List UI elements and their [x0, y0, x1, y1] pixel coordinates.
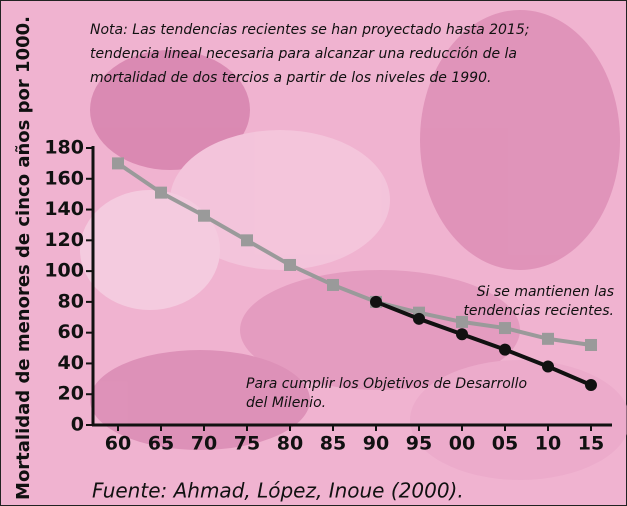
marker	[241, 234, 253, 247]
source: Fuente: Ahmad, López, Inoue (2000).	[92, 479, 464, 503]
series-label: Si se mantienen las	[477, 284, 614, 300]
x-tick-label: 00	[449, 433, 475, 455]
marker	[370, 295, 382, 308]
y-tick-label: 140	[44, 198, 84, 220]
x-tick-label: 85	[320, 433, 346, 455]
y-tick-label: 0	[71, 414, 84, 436]
x-tick-label: 95	[406, 433, 432, 455]
x-tick-label: 60	[105, 433, 131, 455]
note-line: mortalidad de dos tercios a partir de lo…	[90, 70, 491, 86]
x-tick-label: 90	[363, 433, 389, 455]
x-tick-label: 65	[148, 433, 174, 455]
x-tick-label: 10	[535, 433, 561, 455]
series-line	[116, 161, 592, 347]
y-tick-label: 20	[58, 383, 84, 405]
y-tick-label: 40	[58, 352, 84, 374]
x-tick-label: 75	[234, 433, 260, 455]
x-tick-label: 05	[492, 433, 518, 455]
marker	[456, 328, 468, 341]
y-tick-label: 160	[44, 167, 84, 189]
marker	[456, 315, 468, 328]
series-label: tendencias recientes.	[463, 303, 614, 319]
series-label: Para cumplir los Objetivos de Desarrollo	[246, 376, 527, 392]
x-tick-label: 15	[578, 433, 604, 455]
series-label: del Milenio.	[246, 395, 326, 411]
marker	[542, 332, 554, 345]
marker	[284, 258, 296, 271]
marker	[155, 186, 167, 199]
y-tick-label: 120	[44, 229, 84, 251]
marker	[542, 360, 554, 373]
y-axis-label: Mortalidad de menores de cinco años por …	[13, 16, 34, 500]
x-tick-label: 80	[277, 433, 303, 455]
marker	[499, 343, 511, 356]
y-tick-label: 60	[58, 321, 84, 343]
marker	[198, 209, 210, 222]
marker	[413, 312, 425, 325]
y-tick-label: 100	[44, 260, 84, 282]
photo-shapes	[80, 10, 627, 480]
marker	[499, 322, 511, 335]
y-tick-label: 80	[58, 290, 84, 312]
series-line	[375, 300, 592, 387]
note-line: tendencia lineal necesaria para alcanzar…	[90, 46, 517, 62]
marker	[585, 338, 597, 351]
marker	[327, 278, 339, 291]
y-tick-label: 180	[44, 137, 84, 159]
marker	[585, 378, 597, 391]
marker	[112, 157, 124, 170]
note-line: Nota: Las tendencias recientes se han pr…	[90, 22, 529, 38]
x-tick-label: 70	[191, 433, 217, 455]
